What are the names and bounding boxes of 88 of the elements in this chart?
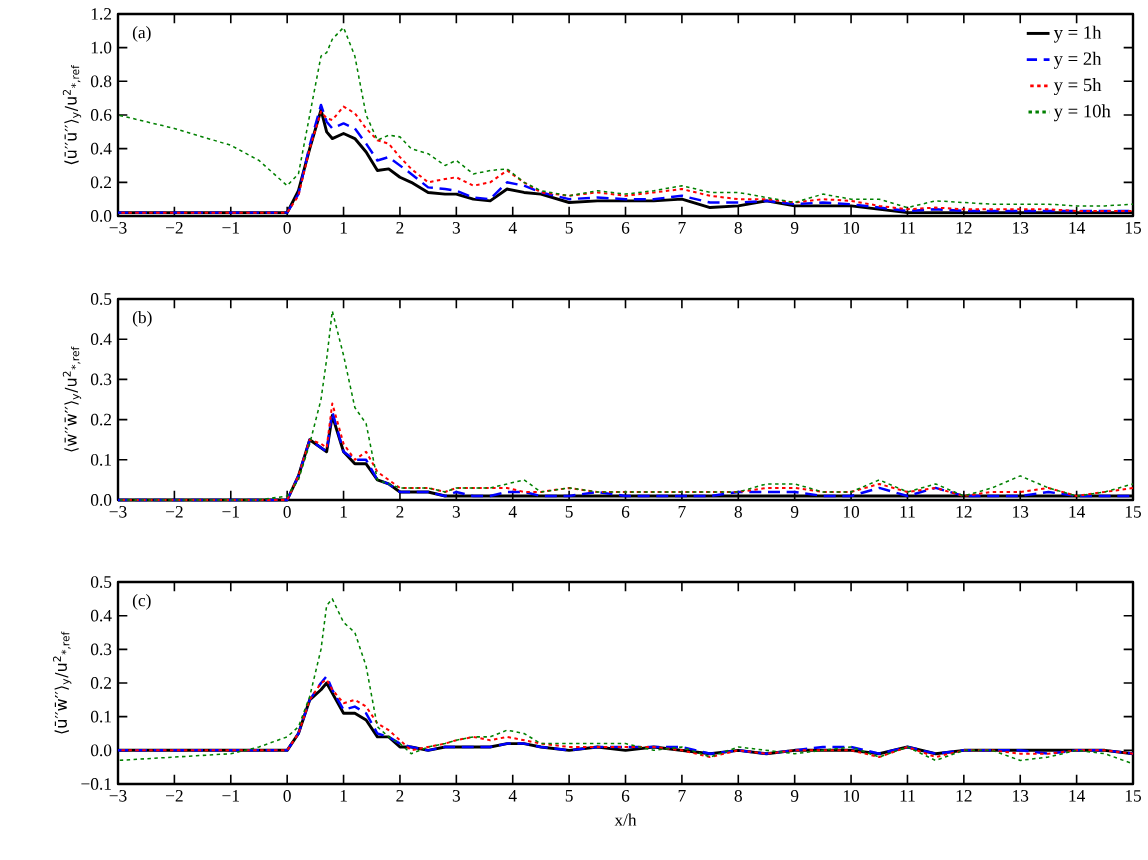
x-tick-label: 10: [843, 222, 860, 234]
x-tick-label: 13: [1013, 506, 1029, 518]
x-tick-label: −1: [222, 222, 239, 234]
x-tick-label: 14: [1069, 222, 1086, 234]
x-tick-label: 2: [396, 222, 404, 234]
x-tick-label: 4: [508, 790, 517, 802]
x-tick-label: −2: [166, 222, 183, 234]
annotation: (b): [132, 311, 152, 327]
annotation: (c): [132, 594, 151, 610]
x-tick-label: 5: [565, 790, 573, 802]
legend-label: y = 1h: [1053, 25, 1102, 43]
x-tick-label: 6: [621, 506, 630, 518]
y-tick-label: 0.2: [90, 176, 112, 189]
x-tick-label: 0: [283, 506, 291, 518]
x-tick-label: 4: [508, 222, 517, 234]
y-tick-label: 0.0: [90, 744, 112, 757]
y-tick-label: 0.5: [90, 576, 112, 588]
x-tick-label: 9: [790, 222, 799, 234]
y-tick-label: 0.4: [90, 142, 112, 155]
x-tick-label: 11: [900, 790, 915, 802]
legend-label: y = 5h: [1053, 78, 1102, 96]
x-tick-label: 13: [1013, 790, 1029, 802]
legend-label: y = 2h: [1053, 51, 1102, 69]
x-tick-label: 12: [956, 790, 972, 802]
x-tick-label: 7: [678, 222, 686, 234]
y-tick-label: 0.5: [90, 293, 112, 305]
y-axis-title: ⟨ū′′w̄′′⟩$_{y}$/u$^{2}$*,ref: [53, 631, 72, 734]
x-tick-label: 4: [508, 506, 517, 518]
x-tick-label: 8: [734, 222, 742, 234]
x-tick-label: −3: [109, 222, 127, 234]
y-tick-label: 0.1: [90, 710, 111, 723]
x-tick-label: 9: [790, 790, 799, 802]
x-tick-label: 3: [452, 790, 460, 802]
x-tick-label: 15: [1125, 790, 1141, 802]
x-tick-label: 6: [621, 222, 630, 234]
y-tick-label: 0.3: [90, 643, 112, 656]
x-tick-label: 11: [900, 222, 915, 234]
x-tick-label: 5: [565, 222, 573, 234]
x-tick-label: −2: [166, 506, 183, 518]
x-tick-label: 8: [734, 506, 742, 518]
x-tick-label: 1: [340, 790, 347, 802]
y-tick-label: 0.4: [90, 609, 112, 622]
x-tick-label: 0: [283, 790, 291, 802]
y-tick-label: 0.0: [90, 494, 112, 506]
x-tick-label: 13: [1013, 222, 1029, 234]
x-tick-label: 2: [396, 506, 404, 518]
x-tick-label: 14: [1069, 790, 1086, 802]
x-axis-title: x/h: [614, 813, 637, 826]
x-tick-label: 12: [956, 222, 972, 234]
y-tick-label: 0.2: [90, 413, 112, 426]
x-tick-label: −3: [109, 790, 127, 802]
annotation: (a): [132, 26, 151, 42]
x-tick-label: 5: [565, 506, 573, 518]
x-tick-label: 10: [843, 790, 860, 802]
x-tick-label: 15: [1125, 506, 1141, 518]
x-tick-label: 12: [956, 506, 972, 518]
x-tick-label: −1: [222, 506, 239, 518]
y-tick-label: 0.1: [90, 453, 111, 466]
y-tick-label: 1.0: [91, 41, 112, 54]
x-tick-label: 3: [452, 222, 460, 234]
y-tick-label: −0.1: [81, 778, 111, 790]
y-tick-label: 0.3: [90, 373, 112, 386]
x-tick-label: 10: [843, 506, 860, 518]
x-tick-label: 9: [790, 506, 799, 518]
x-tick-label: 15: [1125, 222, 1141, 234]
y-axis-title: ⟨w̄′′w̄′′⟩$_{y}$/u$^{2}$*,ref: [62, 346, 82, 452]
x-tick-label: 14: [1069, 506, 1086, 518]
x-tick-label: 1: [340, 506, 347, 518]
y-tick-label: 0.0: [90, 210, 112, 222]
x-tick-label: 0: [283, 222, 291, 234]
x-tick-label: 8: [734, 790, 742, 802]
x-tick-label: 3: [452, 506, 460, 518]
x-tick-label: 2: [396, 790, 404, 802]
legend-label: y = 10h: [1053, 104, 1111, 122]
y-tick-label: 0.2: [90, 677, 112, 689]
x-tick-label: −2: [166, 790, 183, 802]
y-tick-label: 0.6: [90, 109, 112, 121]
y-axis-title: ⟨ū′′ū′′⟩$_{y}$/u$^{2}$*,ref: [62, 64, 82, 165]
y-tick-label: 1.2: [91, 8, 112, 20]
x-tick-label: −3: [109, 506, 127, 518]
y-tick-label: 0.8: [90, 75, 112, 88]
x-tick-label: −1: [222, 790, 239, 802]
x-tick-label: 11: [900, 506, 915, 518]
x-tick-label: 1: [340, 222, 347, 234]
x-tick-label: 7: [678, 790, 686, 802]
y-tick-label: 0.4: [90, 333, 112, 346]
x-tick-label: 6: [621, 790, 630, 802]
x-tick-label: 7: [678, 506, 686, 518]
